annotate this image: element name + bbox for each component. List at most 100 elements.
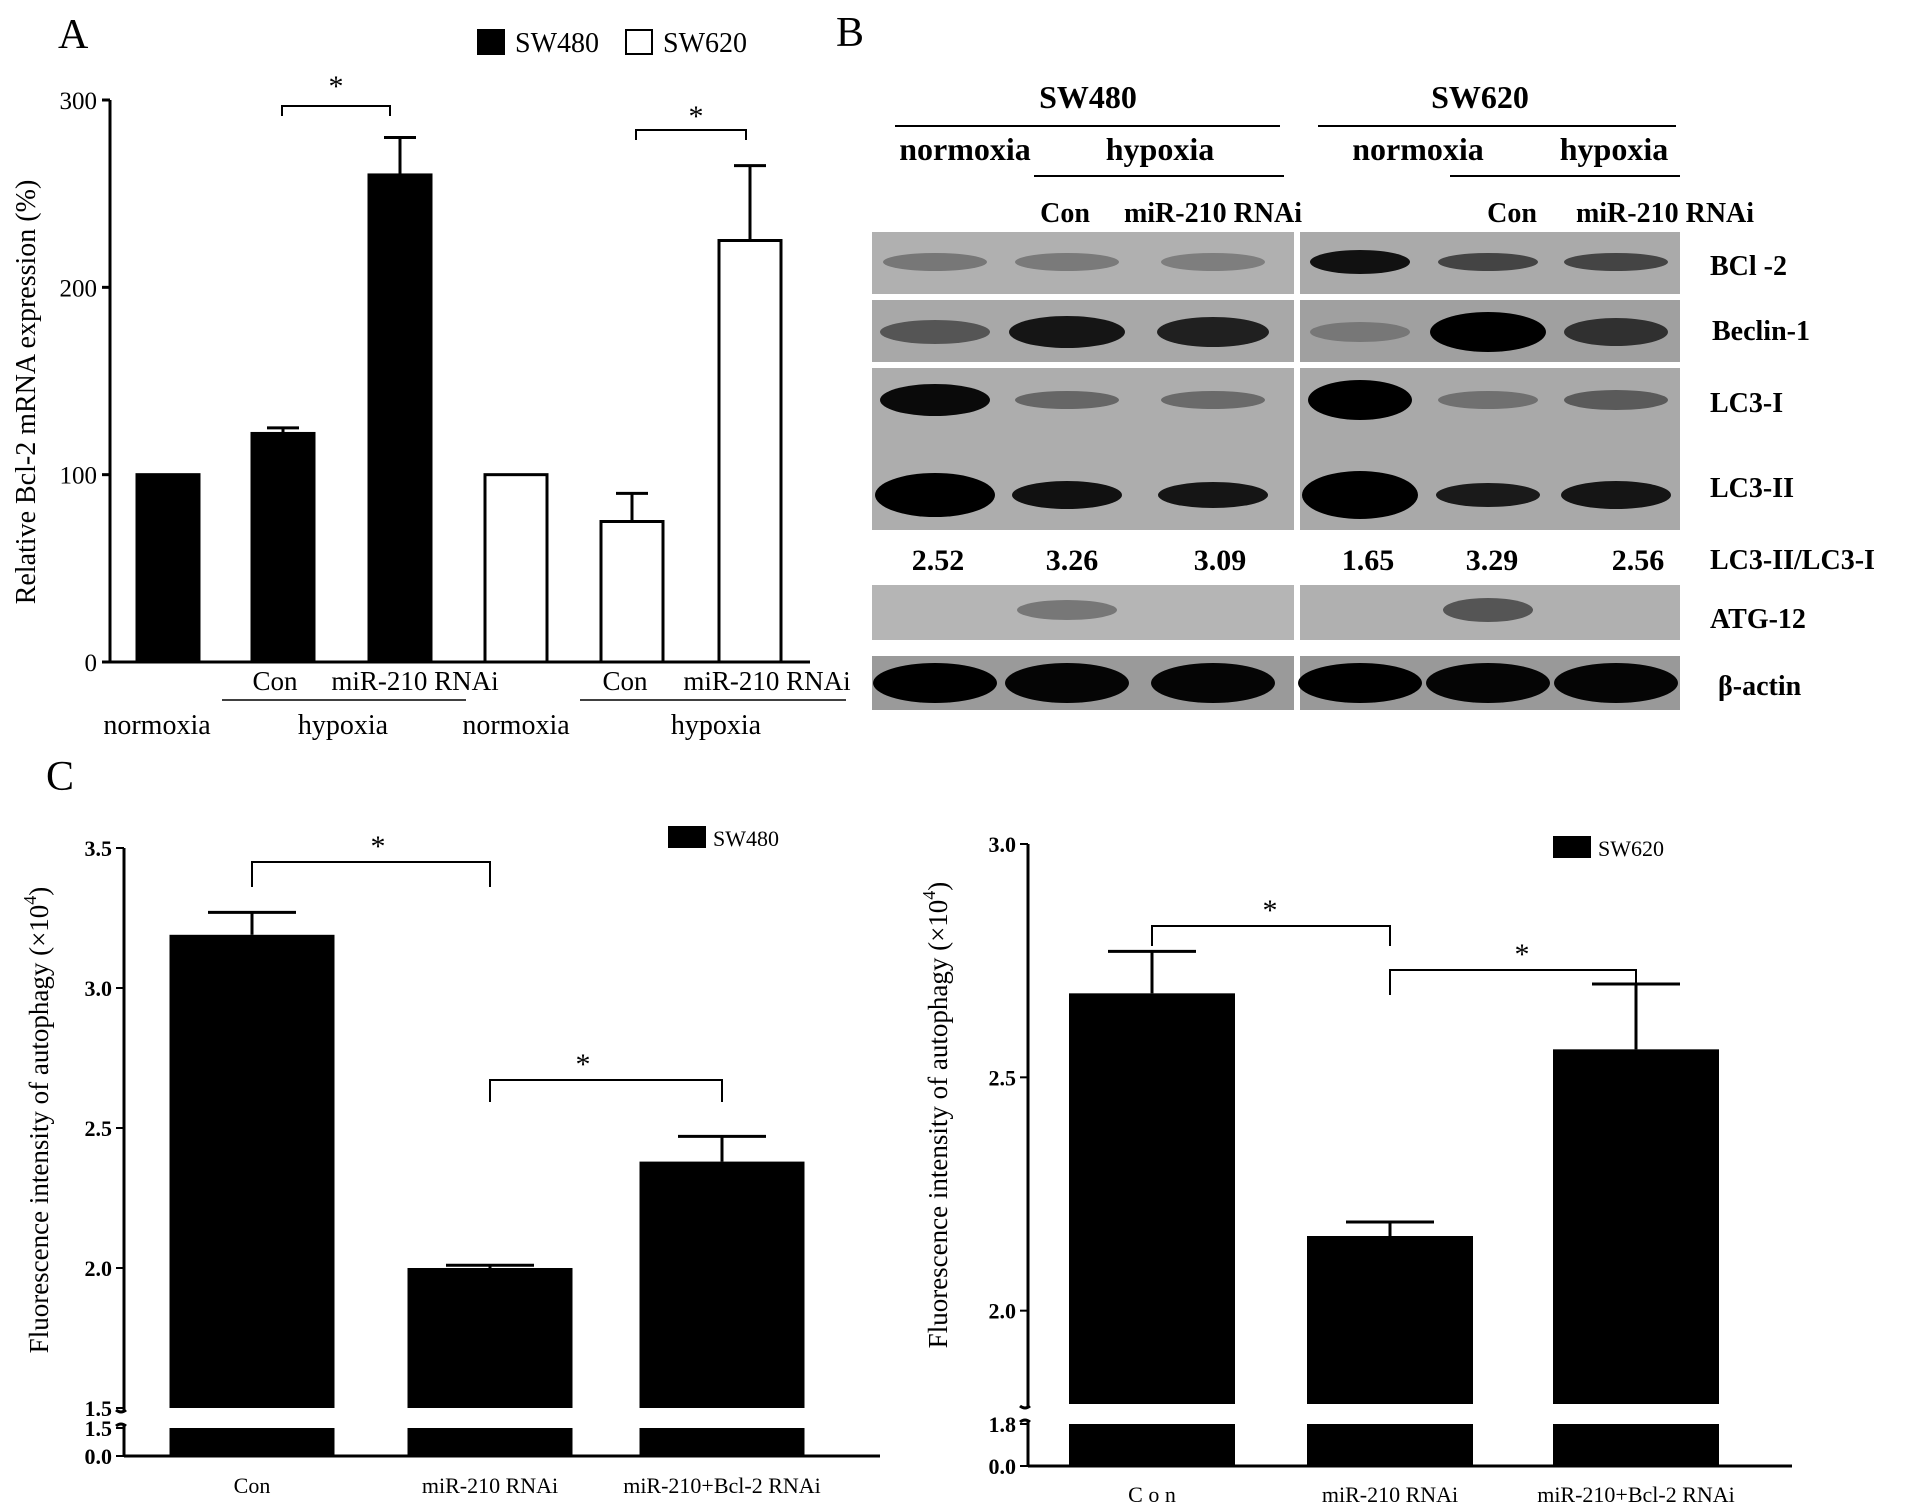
chart-c-left-ytick-label-upper-1: 2.0 <box>85 1256 113 1281</box>
blot-cond-hypoxia-2: hypoxia <box>1560 131 1668 167</box>
blot-cellline-sw620: SW620 <box>1431 79 1529 115</box>
chart-c-left-ytick-label-lower-1: 0.0 <box>85 1444 113 1469</box>
legend-a-label-sw620: SW620 <box>663 28 747 59</box>
chart-a-group-normoxia-1: normoxia <box>103 710 211 741</box>
chart-c-left-ytick-label-upper-3: 3.0 <box>85 976 113 1001</box>
chart-a-sig-star-2: * <box>689 100 704 133</box>
chart-c-right-ytick-label-lower-0: 1.8 <box>989 1412 1017 1437</box>
chart-a-ytick-label-0: 0 <box>85 650 98 677</box>
chart-c-right-category-label-2: miR-210+Bcl-2 RNAi <box>1537 1482 1735 1507</box>
blot-ratio-6: 2.56 <box>1612 544 1665 577</box>
blot-treat-con-1: Con <box>1040 198 1090 229</box>
blot-strip-beclin1 <box>872 300 1680 362</box>
chart-c-right-sig-bracket-2 <box>1389 969 1637 995</box>
panel-letter-a: A <box>58 12 89 58</box>
chart-c-right-bar-upper-2 <box>1553 1049 1719 1404</box>
blot-strip-bcl2 <box>872 232 1680 294</box>
chart-a-bar-sw480-2 <box>367 173 433 664</box>
chart-a-bar-sw620-2 <box>717 239 783 664</box>
chart-c-right-bar-upper-1 <box>1307 1236 1473 1404</box>
legend-c-left-label: SW480 <box>713 826 779 851</box>
legend-c-right-label: SW620 <box>1598 836 1664 861</box>
chart-c-right-ylabel: Fluorescence intensity of autophagy (×10… <box>919 882 953 1349</box>
chart-c-left-ytick-label-upper-2: 2.5 <box>85 1116 113 1141</box>
chart-a-group-hypoxia-1: hypoxia <box>298 710 389 741</box>
chart-c-left-sig-star-1: * <box>371 830 386 863</box>
chart-a: SW480 SW620 Relative Bcl-2 mRNA expressi… <box>11 28 851 741</box>
chart-c-right-sig-star-1: * <box>1263 894 1278 927</box>
chart-c-left-bar-lower-1 <box>407 1428 573 1456</box>
blot-ratio-1: 2.52 <box>912 544 965 577</box>
chart-c-right-sig-bracket-1 <box>1151 925 1391 946</box>
legend-a-swatch-sw480 <box>477 29 505 55</box>
chart-c-right-axis-break-lower <box>1019 1418 1031 1424</box>
chart-c-left-ylabel: Fluorescence intensity of autophagy (×10… <box>20 887 54 1354</box>
legend-a-label-sw480: SW480 <box>515 28 599 59</box>
chart-c-left-axis-break-upper <box>115 1408 127 1414</box>
blot-protein-actin: β-actin <box>1718 671 1802 702</box>
legend-a: SW480 SW620 <box>477 28 747 59</box>
chart-a-sig-star-1: * <box>329 70 344 103</box>
chart-a-ytick-label-3: 300 <box>60 88 98 115</box>
chart-c-left-sig-star-2: * <box>576 1048 591 1081</box>
blot-cond-normoxia-2: normoxia <box>1352 131 1484 167</box>
legend-a-swatch-sw620 <box>625 29 653 55</box>
blot-protein-bcl2: BCl -2 <box>1710 251 1787 282</box>
chart-a-ytick-label-2: 200 <box>60 275 98 302</box>
chart-c-right-bar-lower-1 <box>1307 1424 1473 1466</box>
chart-c-left-bar-upper-0 <box>169 934 335 1408</box>
chart-c-right-axis-break-upper <box>1019 1404 1031 1410</box>
chart-a-cat-sw480-con: Con <box>252 666 298 696</box>
blot-cond-hypoxia-1: hypoxia <box>1106 131 1214 167</box>
blot-ratio-5: 3.29 <box>1466 544 1519 577</box>
chart-a-sig-bracket-1 <box>281 105 391 116</box>
blot-ratio-4: 1.65 <box>1342 544 1395 577</box>
chart-a-ylabel: Relative Bcl-2 mRNA expression (%) <box>11 180 42 605</box>
chart-a-bar-sw480-0 <box>135 473 201 664</box>
blot-treat-con-2: Con <box>1487 198 1537 229</box>
chart-c-left-ytick-label-upper-4: 3.5 <box>85 836 113 861</box>
blot-treat-rnai-1: miR-210 RNAi <box>1124 198 1302 229</box>
chart-c-right-ytick-label-lower-1: 0.0 <box>989 1454 1017 1479</box>
chart-a-group-hypoxia-2: hypoxia <box>671 710 762 741</box>
chart-c-left-category-label-0: Con <box>234 1473 271 1498</box>
chart-a-group-normoxia-2: normoxia <box>462 710 570 741</box>
blot-strip-atg12 <box>872 585 1680 640</box>
chart-c-right-sig-star-2: * <box>1515 938 1530 971</box>
panel-letter-c: C <box>46 754 74 800</box>
chart-c-left-ytick-label-upper-0: 1.5 <box>85 1396 113 1421</box>
chart-c-right-ytick-label-upper-1: 2.5 <box>989 1065 1017 1090</box>
chart-a-bar-sw620-1 <box>599 520 665 664</box>
blot-strip-actin <box>872 656 1680 710</box>
chart-c-right-category-label-0: C o n <box>1128 1482 1176 1507</box>
chart-c-right-bar-upper-0 <box>1069 993 1235 1404</box>
chart-a-cat-sw620-con: Con <box>602 666 648 696</box>
blot-ratio-3: 3.09 <box>1194 544 1247 577</box>
western-blot-b: SW480 SW620 normoxia hypoxia normoxia hy… <box>872 79 1875 710</box>
chart-a-cat-sw620-rnai: miR-210 RNAi <box>683 666 850 696</box>
chart-c-left-category-label-2: miR-210+Bcl-2 RNAi <box>623 1473 821 1498</box>
blot-protein-ratio: LC3-II/LC3-I <box>1710 545 1875 576</box>
panel-letter-b: B <box>836 10 864 56</box>
chart-a-bar-sw620-0 <box>483 473 549 664</box>
chart-a-bar-sw480-1 <box>250 431 316 664</box>
blot-protein-beclin1: Beclin-1 <box>1712 316 1810 347</box>
chart-a-sig-bracket-2 <box>635 129 747 140</box>
blot-treat-rnai-2: miR-210 RNAi <box>1576 198 1754 229</box>
chart-a-cat-sw480-rnai: miR-210 RNAi <box>331 666 498 696</box>
blot-protein-atg12: ATG-12 <box>1710 604 1806 635</box>
blot-strip-lc3 <box>872 368 1680 530</box>
blot-protein-lc3i: LC3-I <box>1710 388 1783 419</box>
blot-protein-lc3ii: LC3-II <box>1710 473 1794 504</box>
chart-c-right-bar-lower-2 <box>1553 1424 1719 1466</box>
legend-c-left-swatch <box>668 826 706 848</box>
chart-c-right-ytick-label-upper-0: 2.0 <box>989 1299 1017 1324</box>
chart-c-left-sig-bracket-1 <box>251 861 491 887</box>
chart-c-right-ytick-label-upper-2: 3.0 <box>989 832 1017 857</box>
chart-c-right-category-label-1: miR-210 RNAi <box>1322 1482 1458 1507</box>
legend-c-right-swatch <box>1553 836 1591 858</box>
blot-ratio-2: 3.26 <box>1046 544 1099 577</box>
chart-c-left-bar-lower-2 <box>639 1428 805 1456</box>
chart-c-left-ytick-label-lower-0: 1.5 <box>85 1416 113 1441</box>
